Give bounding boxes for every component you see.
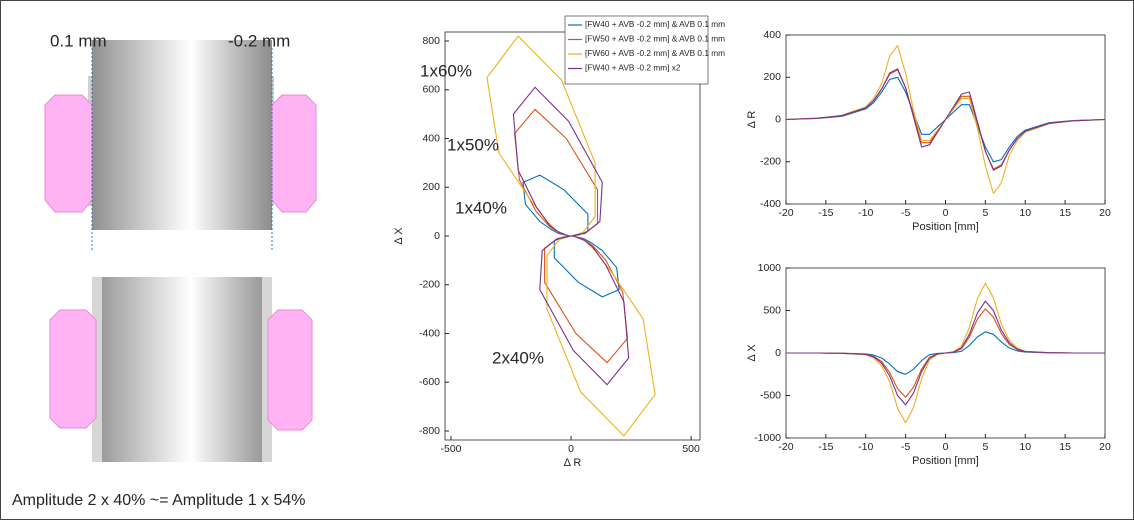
y-tick-label: -1000 [754, 432, 781, 444]
x-tick-label: -20 [778, 207, 793, 219]
x-tick-label: 15 [1059, 441, 1071, 453]
y-tick-label: 600 [422, 84, 440, 96]
y-axis-label: Δ X [746, 344, 758, 362]
y-tick-label: 0 [434, 230, 440, 242]
series-line [786, 300, 1105, 406]
x-tick-label: -15 [818, 207, 833, 219]
coil [49, 309, 97, 429]
diagram: 0.1 mm -0.2 mm [44, 31, 317, 462]
x-axis-label: Position [mm] [912, 221, 979, 233]
rod [92, 277, 272, 462]
legend-entry: [FW40 + AVB -0.2 mm] x2 [585, 63, 681, 73]
y-tick-label: 0 [775, 347, 781, 359]
rim [92, 277, 102, 462]
y-tick-label: -800 [419, 425, 440, 437]
x-tick-label: -15 [818, 441, 833, 453]
x-tick-label: -20 [778, 441, 793, 453]
x-axis-label: Δ R [564, 457, 582, 469]
x-tick-label: -5 [901, 441, 910, 453]
x-tick-label: -500 [440, 443, 461, 455]
series-line [512, 86, 630, 386]
series-line [785, 68, 1106, 171]
legend-entry: [FW40 + AVB -0.2 mm] & AVB 0.1 mm [585, 19, 725, 29]
x-tick-label: 5 [982, 207, 988, 219]
y-tick-label: 800 [422, 35, 440, 47]
coil [44, 94, 93, 213]
annotation: 1x60% [420, 61, 472, 80]
coil [267, 309, 313, 431]
rod [92, 40, 272, 230]
y-tick-label: -400 [419, 327, 440, 339]
y-tick-label: -500 [760, 389, 781, 401]
y-tick-label: 200 [422, 181, 440, 193]
y-tick-label: 1000 [758, 262, 782, 274]
x-tick-label: -10 [858, 441, 873, 453]
legend-entry: [FW60 + AVB -0.2 mm] & AVB 0.1 mm [585, 48, 725, 58]
x-tick-label: 500 [682, 443, 700, 455]
dimension-label: 0.1 mm [50, 31, 107, 50]
y-tick-label: 200 [763, 71, 781, 83]
y-tick-label: -200 [419, 279, 440, 291]
x-tick-label: 20 [1099, 441, 1111, 453]
x-tick-label: 0 [943, 441, 949, 453]
plot-area [785, 34, 1106, 205]
y-tick-label: 400 [763, 29, 781, 41]
rim [262, 277, 272, 462]
legend [564, 15, 709, 85]
y-tick-label: -200 [760, 156, 781, 168]
y-axis-label: Δ X [393, 227, 405, 245]
x-tick-label: 0 [943, 207, 949, 219]
annotation: 2x40% [492, 348, 544, 367]
legend-entry: [FW50 + AVB -0.2 mm] & AVB 0.1 mm [585, 34, 725, 44]
x-tick-label: 10 [1019, 441, 1031, 453]
x-tick-label: -5 [901, 207, 910, 219]
x-tick-label: 15 [1059, 207, 1071, 219]
x-tick-label: -10 [858, 207, 873, 219]
caption: Amplitude 2 x 40% ~= Amplitude 1 x 54% [12, 492, 306, 509]
x-tick-label: 0 [568, 443, 574, 455]
x-tick-label: 20 [1099, 207, 1111, 219]
y-tick-label: -600 [419, 376, 440, 388]
y-tick-label: 400 [422, 132, 440, 144]
x-tick-label: 10 [1019, 207, 1031, 219]
dimension-label: -0.2 mm [228, 31, 290, 50]
x-tick-label: 5 [982, 441, 988, 453]
y-tick-label: -400 [760, 198, 781, 210]
coil [271, 94, 317, 213]
annotation: 1x40% [455, 198, 507, 217]
y-tick-label: 500 [763, 304, 781, 316]
x-axis-label: Position [mm] [912, 455, 979, 467]
y-axis-label: Δ R [746, 111, 758, 129]
annotation: 1x50% [447, 135, 499, 154]
y-tick-label: 0 [775, 113, 781, 125]
